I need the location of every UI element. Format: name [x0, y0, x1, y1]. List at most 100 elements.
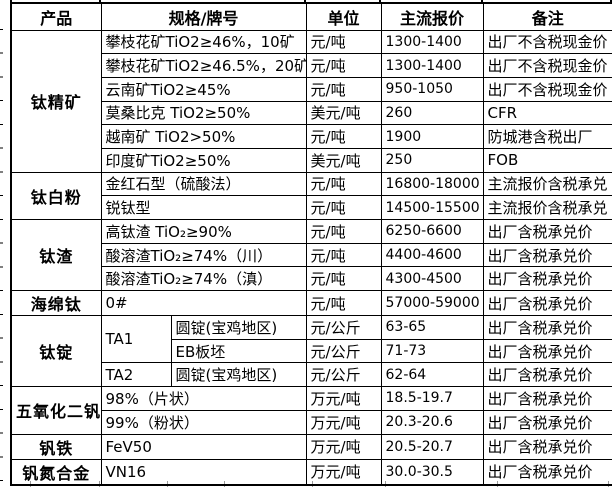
table-row: 钛渣 高钛渣 TiO₂≥90% 元/吨 6250-6600 出厂含税承兑价	[10, 218, 612, 292]
price-cell: 62-64	[380, 362, 484, 388]
table-row: 酸溶渣TiO₂≥74%（川） 元/吨 4400-4600 出厂含税承兑价	[11, 242, 612, 268]
price-cell: 57000-59000	[380, 290, 484, 317]
column-header-product: 产品	[10, 2, 102, 31]
price-cell: 63-65	[380, 315, 484, 340]
unit-cell: 元/吨	[305, 29, 382, 55]
spec-cell: 99%（粉状）	[100, 409, 307, 435]
grid-stub-top	[481, 0, 483, 2]
product-cell: 钛白粉	[10, 171, 102, 221]
grade-cell: TA2	[100, 362, 172, 388]
table-row: 钛精矿 攀枝花矿TiO2≥46%，10矿 元/吨 1300-1400 出厂不含税…	[10, 29, 612, 173]
note-cell: 出厂含税承兑价	[482, 266, 612, 292]
column-header-note: 备注	[482, 2, 612, 31]
unit-cell: 万元/吨	[305, 386, 382, 411]
price-cell: 250	[380, 147, 484, 173]
price-cell: 18.5-19.7	[380, 386, 484, 411]
note-cell: 出厂含税承兑价	[482, 433, 612, 460]
price-cell: 4400-4600	[380, 242, 484, 268]
spec-cell: 攀枝花矿TiO2≥46%，10矿	[100, 29, 307, 55]
spec-cell: 0#	[100, 290, 307, 317]
table-row: 锐钛型 元/吨 14500-15500 主流报价含税承兑	[11, 195, 612, 220]
product-cell: 钒氮合金	[10, 458, 102, 485]
note-cell: CFR	[482, 100, 612, 126]
product-cell: 钛精矿	[10, 29, 102, 173]
unit-cell: 美元/吨	[305, 100, 382, 126]
note-cell: 出厂不含税现金价	[482, 53, 612, 78]
spec-cell: 酸溶渣TiO₂≥74%（川）	[100, 242, 307, 268]
note-cell: FOB	[482, 147, 612, 173]
spec-cell: 高钛渣 TiO₂≥90%	[100, 219, 307, 244]
unit-cell: 元/公斤	[305, 362, 382, 388]
note-cell: 出厂含税承兑价	[482, 242, 612, 268]
grid-stub-top	[99, 0, 101, 2]
unit-cell: 元/吨	[305, 53, 382, 78]
note-cell: 出厂不含税现金价	[482, 76, 612, 102]
note-cell: 出厂含税承兑价	[482, 362, 612, 388]
form-cell: 圆锭(宝鸡地区)	[170, 362, 307, 388]
note-cell: 出厂含税承兑价	[482, 219, 612, 244]
price-cell: 20.5-20.7	[380, 433, 484, 460]
column-header-price: 主流报价	[380, 2, 484, 31]
grid-stub-top	[610, 0, 612, 2]
form-cell: 圆锭(宝鸡地区)	[170, 315, 307, 340]
table-row: 钒氮合金 VN16 万元/吨 30.0-30.5 出厂含税承兑价	[10, 458, 612, 485]
price-cell: 20.3-20.6	[380, 409, 484, 435]
product-cell: 海绵钛	[10, 290, 102, 317]
spec-cell: 云南矿TiO2≥45%	[100, 76, 307, 102]
column-header-unit: 单位	[305, 2, 382, 31]
table-row: 酸溶渣TiO₂≥74%（滇） 元/吨 4300-4500 出厂含税承兑价	[11, 266, 612, 292]
unit-cell: 元/吨	[305, 290, 382, 317]
table-row: 云南矿TiO2≥45% 元/吨 950-1050 出厂不含税现金价	[11, 76, 612, 102]
column-header-spec: 规格/牌号	[100, 2, 307, 31]
table-row: 五氧化二钒 98%（片状） 万元/吨 18.5-19.7 出厂含税承兑价	[10, 386, 612, 435]
spec-cell: 酸溶渣TiO₂≥74%（滇）	[100, 266, 307, 292]
unit-cell: 元/吨	[305, 124, 382, 149]
price-cell: 30.0-30.5	[380, 458, 484, 485]
note-cell: 出厂含税承兑价	[482, 409, 612, 435]
grade-cell: TA1	[100, 315, 172, 364]
grid-stub-top	[10, 0, 12, 2]
table-row: TA2 圆锭(宝鸡地区) 元/公斤 62-64 出厂含税承兑价	[11, 362, 612, 388]
spec-cell: VN16	[100, 458, 307, 485]
price-cell: 6250-6600	[380, 219, 484, 244]
note-cell: 防城港含税出厂	[482, 124, 612, 149]
left-row-gridline-ticks	[0, 29, 3, 482]
table-row: 海绵钛 0# 元/吨 57000-59000 出厂含税承兑价	[10, 290, 612, 317]
unit-cell: 万元/吨	[305, 458, 382, 485]
note-cell: 出厂含税承兑价	[482, 315, 612, 340]
note-cell: 主流报价含税承兑	[482, 195, 612, 220]
table-row: EB板坯 元/公斤 71-73 出厂含税承兑价	[11, 338, 612, 364]
table-row: 越南矿 TiO2>50% 元/吨 1900 防城港含税出厂	[11, 124, 612, 149]
price-cell: 16800-18000	[380, 171, 484, 197]
unit-cell: 元/吨	[305, 266, 382, 292]
note-cell: 出厂含税承兑价	[482, 338, 612, 364]
spec-cell: 越南矿 TiO2>50%	[100, 124, 307, 149]
unit-cell: 元/吨	[305, 219, 382, 244]
header-row: 产品 规格/牌号 单位 主流报价 备注	[10, 2, 612, 31]
note-cell: 主流报价含税承兑	[482, 171, 612, 197]
product-cell: 钒铁	[10, 433, 102, 460]
price-cell: 14500-15500	[380, 195, 484, 220]
table-row: 99%（粉状） 万元/吨 20.3-20.6 出厂含税承兑价	[11, 409, 612, 435]
unit-cell: 元/公斤	[305, 315, 382, 340]
unit-cell: 元/吨	[305, 195, 382, 220]
price-cell: 1300-1400	[380, 53, 484, 78]
spec-cell: 攀枝花矿TiO2≥46.5%，20矿	[100, 53, 307, 78]
product-cell: 钛渣	[10, 218, 102, 292]
table-row: 钒铁 FeV50 万元/吨 20.5-20.7 出厂含税承兑价	[10, 433, 612, 460]
price-cell: 260	[380, 100, 484, 126]
price-cell: 1900	[380, 124, 484, 149]
unit-cell: 元/吨	[305, 76, 382, 102]
note-cell: 出厂含税承兑价	[482, 458, 612, 485]
unit-cell: 万元/吨	[305, 433, 382, 460]
table-row: 莫桑比克 TiO2≥50% 美元/吨 260 CFR	[11, 100, 612, 126]
note-cell: 出厂含税承兑价	[482, 386, 612, 411]
price-cell: 1300-1400	[380, 29, 484, 55]
unit-cell: 美元/吨	[305, 147, 382, 173]
spec-cell: 98%（片状）	[100, 386, 307, 411]
product-cell: 钛锭	[10, 315, 102, 388]
price-cell: 950-1050	[380, 76, 484, 102]
spec-cell: 锐钛型	[100, 195, 307, 220]
unit-cell: 万元/吨	[305, 409, 382, 435]
